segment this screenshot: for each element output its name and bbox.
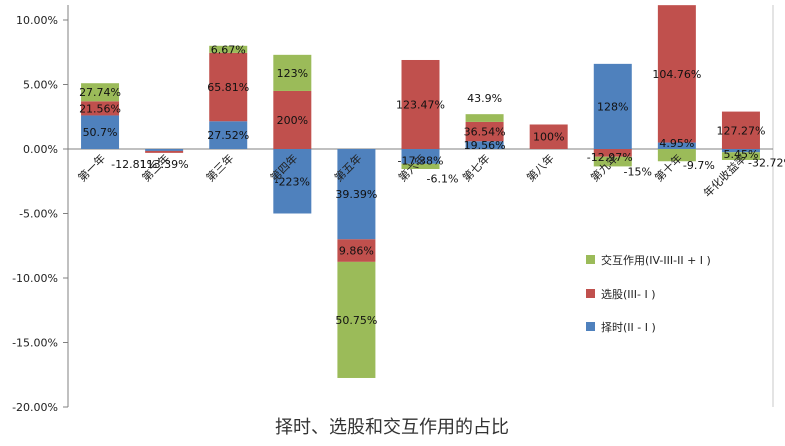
data-label: 27.74% <box>79 86 121 99</box>
data-label: 104.76% <box>652 68 701 81</box>
data-label: -17.38% <box>398 154 444 167</box>
data-label: 19.56% <box>464 139 506 152</box>
bar-segment <box>593 156 632 167</box>
bar-segment <box>401 149 440 164</box>
y-tick-label: 5.00% <box>23 79 58 92</box>
legend-label: 交互作用(IV-III-II + I ) <box>601 253 711 267</box>
bar-segment <box>465 141 504 149</box>
data-label: 50.7% <box>83 126 118 139</box>
bar-segment <box>465 121 504 142</box>
bar-segment <box>657 149 696 162</box>
data-label: 27.52% <box>207 129 249 142</box>
data-label: 127.27% <box>716 124 765 137</box>
y-tick-label: -5.00% <box>19 208 58 221</box>
bar-segment <box>337 261 376 378</box>
legend-swatch <box>586 322 595 331</box>
data-label: -9.7% <box>683 159 715 172</box>
y-tick-label: -20.00% <box>12 401 58 414</box>
data-label: -6.1% <box>427 172 459 185</box>
bar-segment <box>209 52 248 122</box>
bar-segment <box>657 142 696 149</box>
bar-segment <box>465 114 504 122</box>
bar-segment <box>81 115 120 149</box>
bar-segment <box>337 239 376 262</box>
data-label: -12.97% <box>587 151 633 164</box>
legend: 交互作用(IV-III-II + I ) 选股(III- I ) 择时(II - I… <box>586 253 711 334</box>
data-label: 65.81% <box>207 81 249 94</box>
bar-segment <box>81 101 120 116</box>
chart-title: 择时、选股和交互作用的占比 <box>275 417 509 438</box>
data-label: -15% <box>624 166 652 179</box>
data-label: 128% <box>597 100 628 113</box>
y-tick-label: 0.00% <box>23 143 58 156</box>
bar-segment <box>593 63 632 149</box>
bar-segment <box>721 149 760 153</box>
x-tick-label: 第七年 <box>459 151 492 184</box>
bar-segment <box>529 124 568 149</box>
bar-segment <box>401 59 440 149</box>
bar-segment <box>81 83 120 102</box>
data-label: 5.45% <box>723 148 758 161</box>
y-tick-label: -10.00% <box>12 272 58 285</box>
bar-segment <box>401 163 440 169</box>
data-label: 39.39% <box>335 188 377 201</box>
data-label: -12.81% <box>111 158 157 171</box>
bar-segment <box>145 149 184 151</box>
bar-segment <box>721 152 760 160</box>
data-label: 50.75% <box>335 314 377 327</box>
x-tick-label: 第三年 <box>203 151 236 184</box>
x-tick-label: 第一年 <box>75 151 108 184</box>
legend-swatch <box>586 255 595 264</box>
y-tick-label: 10.00% <box>16 14 58 27</box>
bar-segment <box>273 90 312 149</box>
data-label: 123.47% <box>396 98 445 111</box>
y-tick-label: -15.00% <box>12 337 58 350</box>
bar-segment <box>145 150 184 153</box>
bar-segment <box>593 149 632 157</box>
bar-segment <box>721 111 760 149</box>
legend-swatch <box>586 289 595 298</box>
data-label: -223% <box>275 175 310 188</box>
data-label: 4.95% <box>659 137 694 150</box>
plot-frame <box>67 5 774 407</box>
data-label: 9.86% <box>339 245 374 258</box>
data-label: 200% <box>277 114 308 127</box>
data-label: 123% <box>277 67 308 80</box>
data-label: 43.9% <box>467 92 502 105</box>
data-label: 113.39% <box>140 158 189 171</box>
data-label: 6.67% <box>211 43 246 56</box>
data-label: -32.72% <box>748 157 785 170</box>
data-label: 21.56% <box>79 102 121 115</box>
bar-segment <box>209 45 248 53</box>
bar-segment <box>209 121 248 149</box>
y-tick-labels: 10.00% 5.00% 0.00% -5.00% -10.00% -15.00% -20.… <box>12 14 68 414</box>
segment-labels: 50.7% 21.56% 27.74% 113.39%-12.81% 27.52% 65.… <box>79 43 785 327</box>
bars <box>81 5 760 378</box>
bar-segment <box>273 54 312 91</box>
legend-label: 选股(III- I ) <box>601 288 656 301</box>
data-label: 36.54% <box>464 126 506 139</box>
legend-label: 择时(II - I ) <box>601 320 656 334</box>
bar-segment <box>337 149 376 240</box>
bar-segment <box>657 5 696 143</box>
x-tick-label: 第八年 <box>524 151 557 184</box>
data-label: 100% <box>533 131 564 144</box>
bar-segment <box>273 149 312 214</box>
